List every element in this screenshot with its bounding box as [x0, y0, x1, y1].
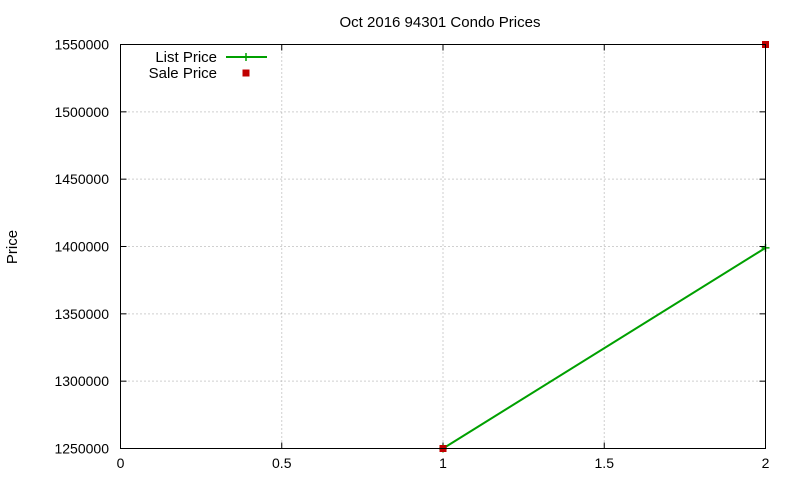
y-tick-label: 1550000 — [54, 37, 109, 53]
list-price-point — [242, 53, 250, 61]
x-tick-label: 1 — [439, 455, 447, 471]
x-tick-label: 0 — [117, 455, 125, 471]
x-tick-label: 2 — [762, 455, 770, 471]
x-tick-label: 1.5 — [595, 455, 615, 471]
list-price-line — [442, 246, 767, 450]
y-tick-label: 1500000 — [54, 104, 109, 120]
y-axis-label: Price — [4, 230, 21, 264]
x-tick-label: 0.5 — [272, 455, 292, 471]
y-tick-label: 1250000 — [54, 441, 109, 457]
y-tick-label: 1400000 — [54, 239, 109, 255]
x-tick-labels: 0 0.5 1 1.5 2 — [117, 455, 770, 471]
y-tick-label: 1450000 — [54, 171, 109, 187]
grid-lines — [120, 44, 766, 449]
y-tick-label: 1350000 — [54, 306, 109, 322]
sale-price-point — [242, 69, 250, 77]
legend-label: Sale Price — [149, 65, 217, 82]
legend-label: List Price — [155, 49, 217, 66]
plot-frame — [120, 44, 766, 449]
y-tick-labels: 1250000 1300000 1350000 1400000 1450000 15000… — [54, 37, 109, 457]
y-tick-label: 1300000 — [54, 373, 109, 389]
chart-title: Oct 2016 94301 Condo Prices — [340, 14, 541, 31]
